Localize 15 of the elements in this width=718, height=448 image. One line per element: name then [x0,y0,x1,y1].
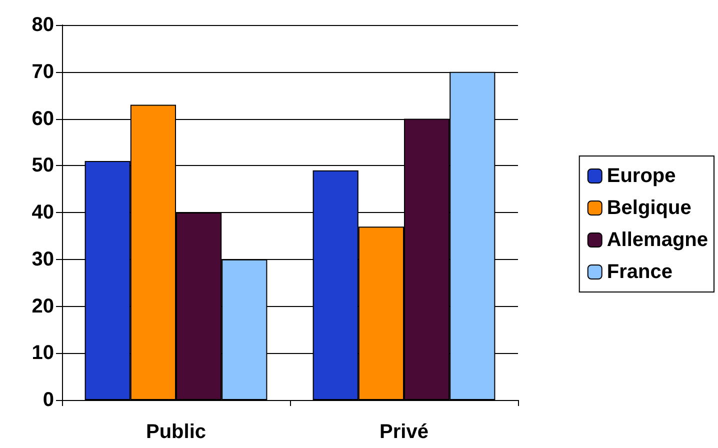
legend-label: Allemagne [606,229,708,251]
legend-label: Belgique [606,197,692,219]
y-tick-label: 80 [32,14,54,36]
y-tick-label: 20 [32,295,54,318]
x-tick-label: Privé [380,421,428,443]
y-tick-label: 40 [32,202,54,224]
y-tick-label: 30 [32,248,54,270]
y-tick-label: 10 [32,342,54,364]
y-tick-label: 60 [32,108,54,130]
y-tick-label: 70 [32,60,54,83]
y-tick-label: 0 [42,389,54,411]
legend-label: France [606,261,672,283]
x-tick-label: Public [146,421,206,443]
legend-label: Europe [606,165,676,187]
y-tick-label: 50 [32,154,54,177]
